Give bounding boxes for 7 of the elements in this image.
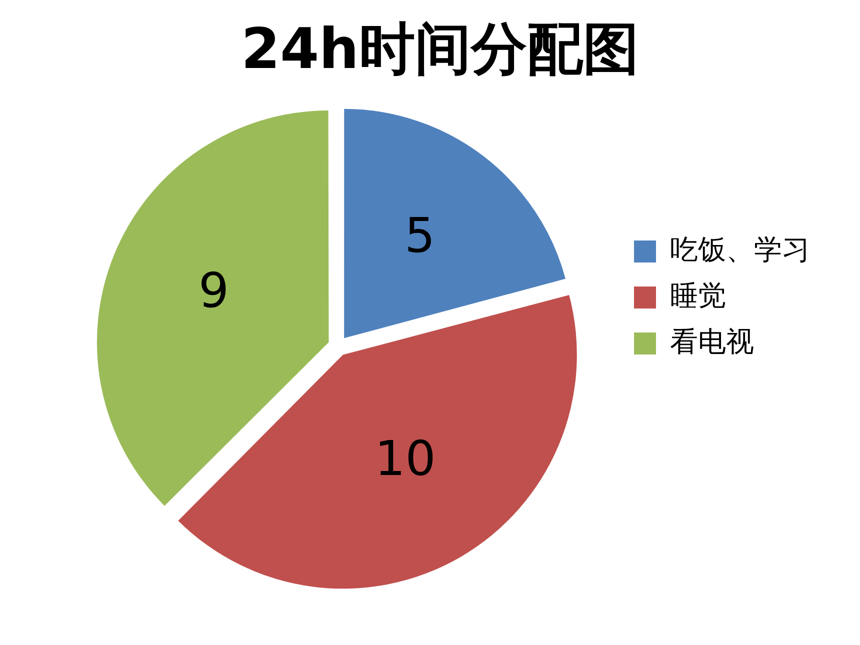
data-label: 9 <box>198 263 230 320</box>
data-label: 5 <box>404 208 436 264</box>
chart-title: 24h时间分配图 <box>241 17 639 82</box>
legend-label: 睡觉 <box>670 278 726 312</box>
legend-label: 看电视 <box>670 324 754 358</box>
data-label: 10 <box>374 431 436 488</box>
legend-label: 吃饭、学习 <box>670 232 810 266</box>
